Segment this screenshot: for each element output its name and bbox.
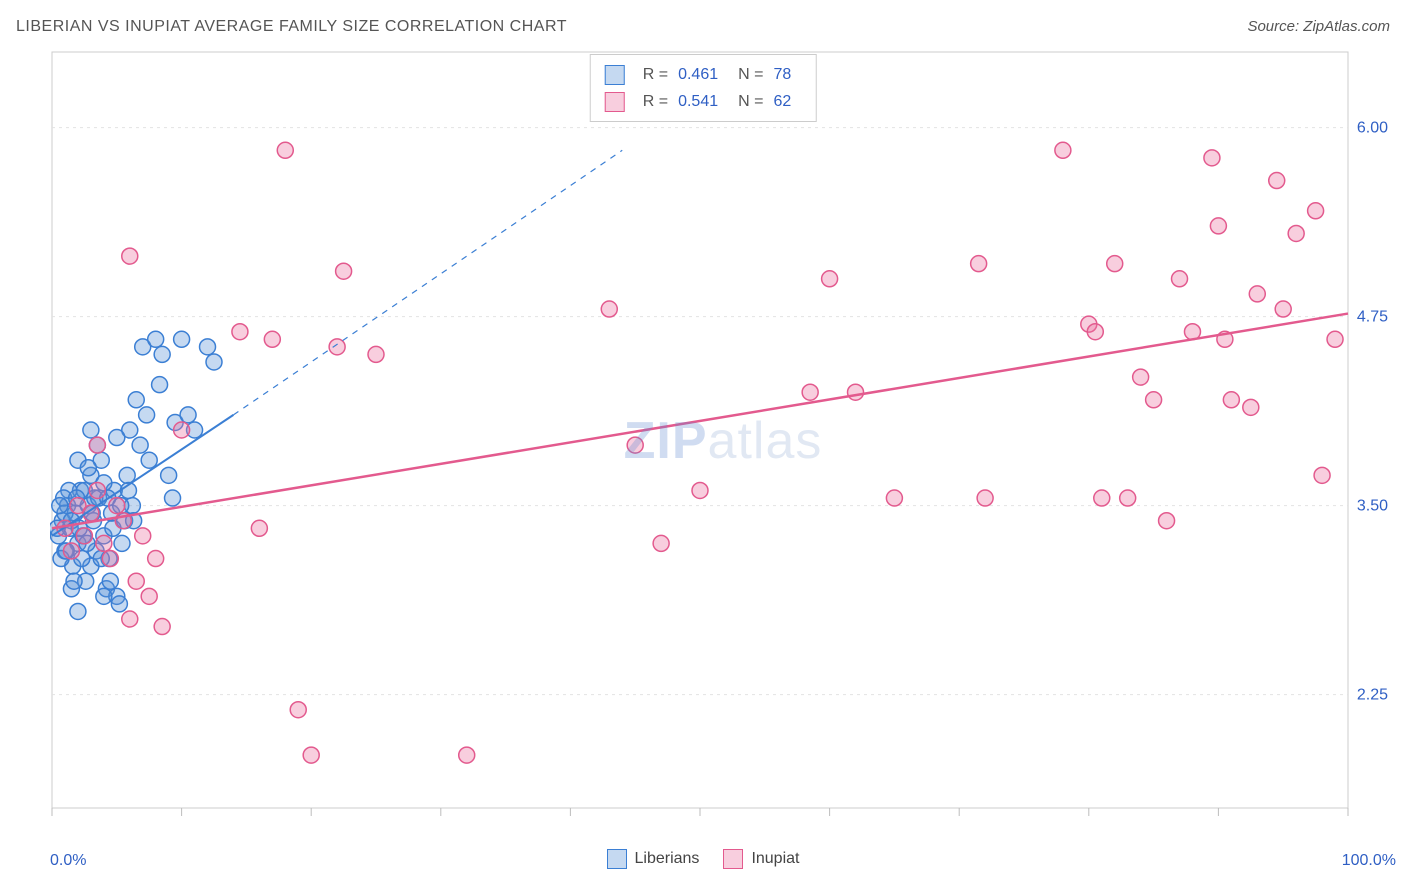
chart-title: LIBERIAN VS INUPIAT AVERAGE FAMILY SIZE … bbox=[16, 18, 567, 36]
legend-swatch bbox=[607, 849, 627, 869]
info-swatch bbox=[605, 65, 625, 85]
info-swatch bbox=[605, 92, 625, 112]
info-n-label: N = bbox=[738, 61, 763, 88]
legend-label: Liberians bbox=[635, 850, 700, 868]
info-n-value: 62 bbox=[773, 88, 791, 115]
legend-label: Inupiat bbox=[751, 850, 799, 868]
bottom-legend: Liberians Inupiat bbox=[0, 849, 1406, 874]
info-row: R = 0.461 N = 78 bbox=[605, 61, 802, 88]
info-r-value: 0.461 bbox=[678, 61, 718, 88]
plot-area: 2.253.504.756.00 ZIPatlas bbox=[50, 50, 1396, 832]
chart-header: LIBERIAN VS INUPIAT AVERAGE FAMILY SIZE … bbox=[16, 18, 1390, 36]
legend-item: Liberians bbox=[607, 849, 700, 869]
svg-text:4.75: 4.75 bbox=[1357, 309, 1388, 326]
info-n-label: N = bbox=[738, 88, 763, 115]
legend-swatch bbox=[723, 849, 743, 869]
svg-text:3.50: 3.50 bbox=[1357, 498, 1388, 515]
info-r-value: 0.541 bbox=[678, 88, 718, 115]
svg-text:2.25: 2.25 bbox=[1357, 687, 1388, 704]
chart-source: Source: ZipAtlas.com bbox=[1247, 18, 1390, 35]
svg-text:6.00: 6.00 bbox=[1357, 120, 1388, 137]
info-row: R = 0.541 N = 62 bbox=[605, 88, 802, 115]
info-r-label: R = bbox=[643, 88, 668, 115]
legend-item: Inupiat bbox=[723, 849, 799, 869]
info-n-value: 78 bbox=[773, 61, 791, 88]
correlation-info-box: R = 0.461 N = 78 R = 0.541 N = 62 bbox=[590, 54, 817, 122]
info-r-label: R = bbox=[643, 61, 668, 88]
scatter-svg: 2.25 3.50 4.75 6.00 bbox=[50, 50, 1396, 832]
